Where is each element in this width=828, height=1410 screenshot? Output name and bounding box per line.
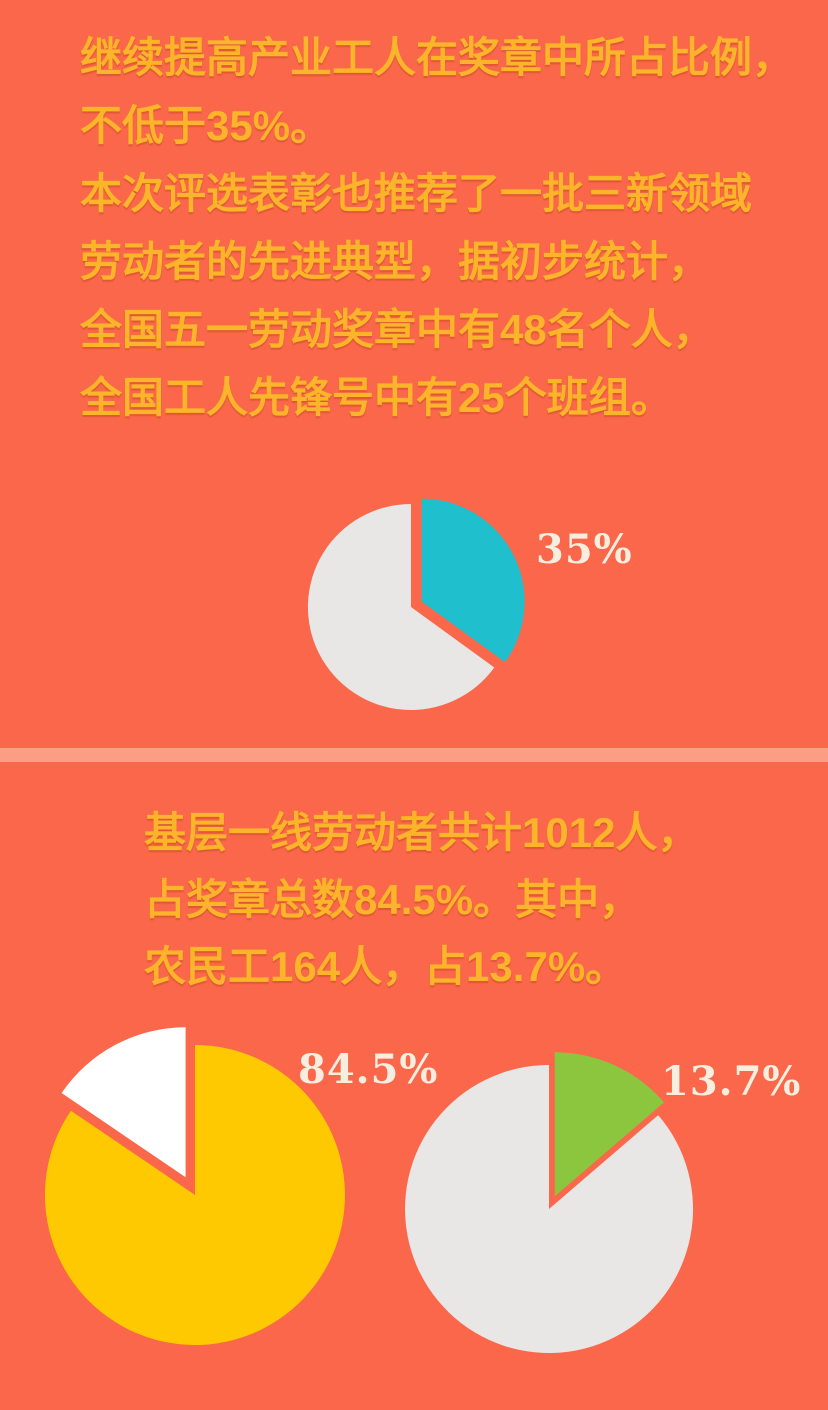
- pie-137-slice-remainder: [405, 1065, 694, 1353]
- pie-845-slice-highlighted: [44, 1045, 345, 1346]
- paragraph-line: 不低于35%。: [80, 102, 333, 149]
- top-paragraph: 继续提高产业工人在奖章中所占比例， 不低于35%。 本次评选表彰也推荐了一批三新…: [80, 24, 794, 432]
- paragraph-line: 占奖章总数84.5%。其中，: [144, 876, 642, 923]
- section-divider: [0, 748, 828, 762]
- paragraph-line: 全国五一劳动奖章中有48名个人，: [80, 306, 715, 353]
- paragraph-line: 继续提高产业工人在奖章中所占比例，: [80, 34, 795, 81]
- paragraph-line: 劳动者的先进典型，据初步统计，: [80, 238, 711, 285]
- pie-845-slice-remainder: [61, 1027, 186, 1178]
- pie-35-slice-remainder: [307, 503, 495, 710]
- pie-137-value-label: 13.7%: [661, 1058, 802, 1105]
- paragraph-line: 全国工人先锋号中有25个班组。: [80, 374, 673, 421]
- paragraph-line: 本次评选表彰也推荐了一批三新领域: [80, 170, 753, 217]
- paragraph-line: 基层一线劳动者共计1012人，: [144, 809, 700, 856]
- pie-137-slice-highlighted: [554, 1052, 664, 1197]
- pie-35-slice-highlighted: [421, 498, 525, 663]
- paragraph-line: 农民工164人，占13.7%。: [144, 943, 628, 990]
- pie-35-value-label: 35%: [536, 526, 633, 573]
- bottom-paragraph: 基层一线劳动者共计1012人， 占奖章总数84.5%。其中， 农民工164人，占…: [144, 799, 699, 1000]
- pie-845-value-label: 84.5%: [298, 1046, 439, 1093]
